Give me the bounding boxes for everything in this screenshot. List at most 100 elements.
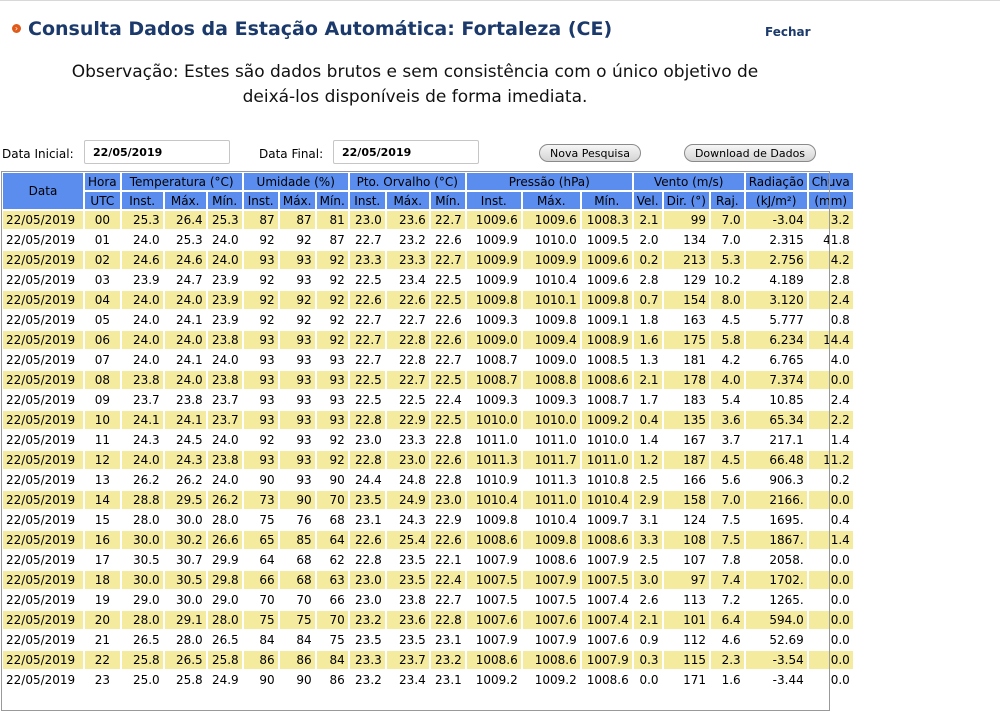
value-cell: 1007.5 bbox=[522, 591, 580, 609]
value-cell: 1.2 bbox=[633, 451, 662, 469]
date-cell: 22/05/2019 bbox=[3, 331, 83, 349]
value-cell: 129 bbox=[663, 271, 709, 289]
value-cell: 30.0 bbox=[121, 531, 163, 549]
date-cell: 22/05/2019 bbox=[3, 391, 83, 409]
new-search-button[interactable]: Nova Pesquisa bbox=[539, 144, 641, 162]
value-cell: 23.8 bbox=[207, 451, 242, 469]
header-hora: Hora bbox=[85, 173, 120, 190]
value-cell: 23.8 bbox=[121, 371, 163, 389]
value-cell: 23.9 bbox=[207, 291, 242, 309]
subheader-cell: Dir. (°) bbox=[663, 192, 709, 209]
value-cell: 24.3 bbox=[164, 451, 206, 469]
start-date-input[interactable] bbox=[84, 140, 230, 164]
value-cell: 25.3 bbox=[164, 231, 206, 249]
value-cell: 22.6 bbox=[430, 331, 465, 349]
value-cell: 26.5 bbox=[121, 631, 163, 649]
value-cell: 70 bbox=[279, 591, 315, 609]
date-cell: 22/05/2019 bbox=[3, 271, 83, 289]
value-cell: 1009.8 bbox=[466, 511, 521, 529]
value-cell: 7.0 bbox=[710, 211, 744, 229]
value-cell: 1010.1 bbox=[522, 291, 580, 309]
value-cell: 30.0 bbox=[121, 571, 163, 589]
value-cell: 92 bbox=[316, 431, 348, 449]
value-cell: 5.3 bbox=[710, 251, 744, 269]
value-cell: 30.5 bbox=[121, 551, 163, 569]
hour-cell: 12 bbox=[85, 451, 120, 469]
value-cell: 93 bbox=[279, 331, 315, 349]
value-cell: 23.9 bbox=[207, 311, 242, 329]
value-cell: 26.2 bbox=[207, 491, 242, 509]
value-cell: 22.7 bbox=[430, 351, 465, 369]
value-cell: 1007.6 bbox=[581, 631, 632, 649]
table-row: 22/05/2019 21 26.5 28.0 26.5 84 84 75 23.5 23.5 23… bbox=[3, 631, 853, 649]
value-cell: 23.1 bbox=[430, 631, 465, 649]
value-cell: 1007.4 bbox=[581, 611, 632, 629]
value-cell: 25.3 bbox=[121, 211, 163, 229]
value-cell: 23.4 bbox=[386, 671, 429, 689]
value-cell: 217.1 bbox=[745, 431, 807, 449]
observation-note: Observação: Estes são dados brutos e sem… bbox=[0, 60, 830, 110]
value-cell: 26.5 bbox=[207, 631, 242, 649]
value-cell: 1008.9 bbox=[581, 331, 632, 349]
subheader-cell: Máx. bbox=[164, 192, 206, 209]
table-row: 22/05/2019 05 24.0 24.1 23.9 92 92 92 22.7 22.7 22… bbox=[3, 311, 853, 329]
value-cell: 2.3 bbox=[710, 651, 744, 669]
value-cell: 101 bbox=[663, 611, 709, 629]
value-cell: 90 bbox=[279, 491, 315, 509]
value-cell: 7.2 bbox=[710, 591, 744, 609]
value-cell: 75 bbox=[279, 611, 315, 629]
search-form: Data Inicial: Data Final: Nova Pesquisa … bbox=[0, 140, 1000, 166]
value-cell: 0.8 bbox=[808, 311, 853, 329]
value-cell: 213 bbox=[663, 251, 709, 269]
value-cell: 24.0 bbox=[121, 231, 163, 249]
hour-cell: 04 bbox=[85, 291, 120, 309]
value-cell: 92 bbox=[316, 311, 348, 329]
value-cell: 5.8 bbox=[710, 331, 744, 349]
value-cell: 23.5 bbox=[386, 571, 429, 589]
value-cell: -3.44 bbox=[745, 671, 807, 689]
value-cell: 2.6 bbox=[633, 591, 662, 609]
value-cell: 23.7 bbox=[207, 411, 242, 429]
value-cell: 1010.0 bbox=[522, 231, 580, 249]
value-cell: 23.0 bbox=[430, 491, 465, 509]
value-cell: 75 bbox=[243, 611, 278, 629]
table-row: 22/05/2019 20 28.0 29.1 28.0 75 75 70 23.2 23.6 22… bbox=[3, 611, 853, 629]
value-cell: 1009.9 bbox=[466, 231, 521, 249]
value-cell: 28.0 bbox=[207, 511, 242, 529]
value-cell: 124 bbox=[663, 511, 709, 529]
value-cell: 23.0 bbox=[349, 211, 385, 229]
value-cell: 22.5 bbox=[386, 391, 429, 409]
top-divider bbox=[0, 0, 1000, 1]
download-data-button[interactable]: Download de Dados bbox=[684, 144, 816, 162]
value-cell: 23.9 bbox=[121, 271, 163, 289]
value-cell: 87 bbox=[279, 211, 315, 229]
close-link[interactable]: Fechar bbox=[765, 25, 811, 39]
value-cell: 75 bbox=[243, 511, 278, 529]
subheader-cell: Máx. bbox=[279, 192, 315, 209]
value-cell: 29.9 bbox=[207, 551, 242, 569]
value-cell: 0.0 bbox=[808, 571, 853, 589]
value-cell: 1007.5 bbox=[466, 571, 521, 589]
value-cell: 1009.8 bbox=[581, 291, 632, 309]
hour-cell: 11 bbox=[85, 431, 120, 449]
value-cell: 23.6 bbox=[386, 211, 429, 229]
end-date-input[interactable] bbox=[333, 140, 479, 164]
value-cell: 86 bbox=[279, 651, 315, 669]
value-cell: 64 bbox=[316, 531, 348, 549]
value-cell: 594.0 bbox=[745, 611, 807, 629]
value-cell: 84 bbox=[243, 631, 278, 649]
value-cell: 1007.9 bbox=[466, 551, 521, 569]
value-cell: 1011.0 bbox=[522, 431, 580, 449]
value-cell: 92 bbox=[316, 331, 348, 349]
value-cell: 2.4 bbox=[808, 291, 853, 309]
value-cell: 28.0 bbox=[121, 611, 163, 629]
value-cell: 24.0 bbox=[121, 451, 163, 469]
value-cell: 1007.5 bbox=[466, 591, 521, 609]
value-cell: 66 bbox=[243, 571, 278, 589]
subheader-cell: Inst. bbox=[121, 192, 163, 209]
value-cell: 29.0 bbox=[207, 591, 242, 609]
value-cell: 7.374 bbox=[745, 371, 807, 389]
header-group-row: Data Hora Temperatura (°C) Umidade (%) P… bbox=[3, 173, 853, 209]
value-cell: 23.2 bbox=[430, 651, 465, 669]
value-cell: 183 bbox=[663, 391, 709, 409]
